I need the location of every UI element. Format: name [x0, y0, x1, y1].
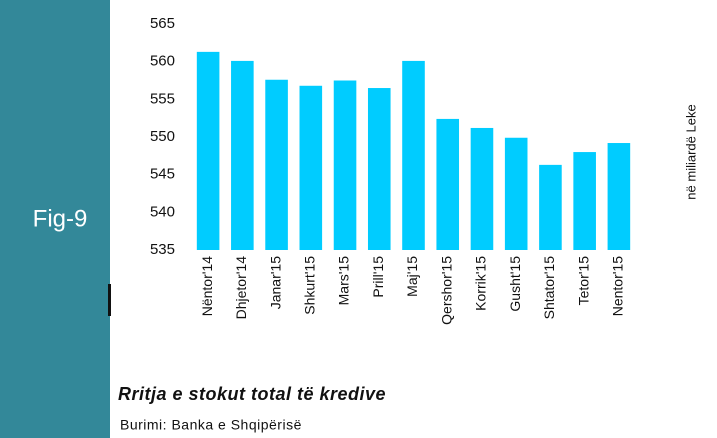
- bar: [539, 164, 562, 250]
- figure-label: Fig-9: [33, 205, 88, 232]
- bar: [231, 60, 254, 251]
- x-tick-label: Mars'15: [336, 256, 352, 306]
- y-tick-label: 540: [150, 203, 175, 220]
- y-tick-label: 555: [150, 90, 175, 107]
- bar: [265, 79, 288, 250]
- x-tick-label: Gusht'15: [507, 256, 523, 312]
- y-tick-label: 560: [150, 53, 175, 70]
- x-tick-label: Nëntor'14: [199, 256, 215, 316]
- sidebar-accent: [108, 284, 111, 316]
- x-tick-label: Shkurt'15: [302, 256, 318, 315]
- y-tick-label: 550: [150, 128, 175, 145]
- bar: [470, 127, 494, 250]
- x-tick-label: Nentor'15: [610, 256, 626, 316]
- x-tick-label: Maj'15: [404, 256, 420, 297]
- bar: [607, 143, 631, 250]
- x-tick-label: Tetor'15: [575, 256, 591, 306]
- bar: [504, 137, 528, 250]
- y-tick-label: 545: [150, 166, 175, 183]
- x-tick-label: Prill'15: [370, 256, 386, 298]
- sidebar: [0, 0, 110, 438]
- bar: [573, 152, 596, 250]
- y-tick-label: 565: [150, 15, 175, 32]
- bar: [196, 51, 220, 250]
- x-tick-label: Shtator'15: [541, 256, 557, 320]
- x-tick-label: Janar'15: [267, 256, 283, 309]
- source: Burimi: Banka e Shqipërisë: [120, 417, 302, 433]
- bar: [367, 88, 391, 251]
- chart-title: Rritja e stokut total të kredive: [118, 384, 386, 404]
- x-tick-label: Korrik'15: [473, 256, 489, 311]
- x-tick-label: Dhjetor'14: [233, 256, 249, 320]
- y-axis-label: në miliardë Leke: [683, 104, 698, 199]
- y-tick-label: 535: [150, 241, 175, 258]
- bar: [299, 85, 323, 250]
- bar: [333, 80, 357, 250]
- bar: [436, 118, 460, 250]
- x-tick-label: Qershor'15: [438, 256, 454, 325]
- bar: [402, 60, 425, 251]
